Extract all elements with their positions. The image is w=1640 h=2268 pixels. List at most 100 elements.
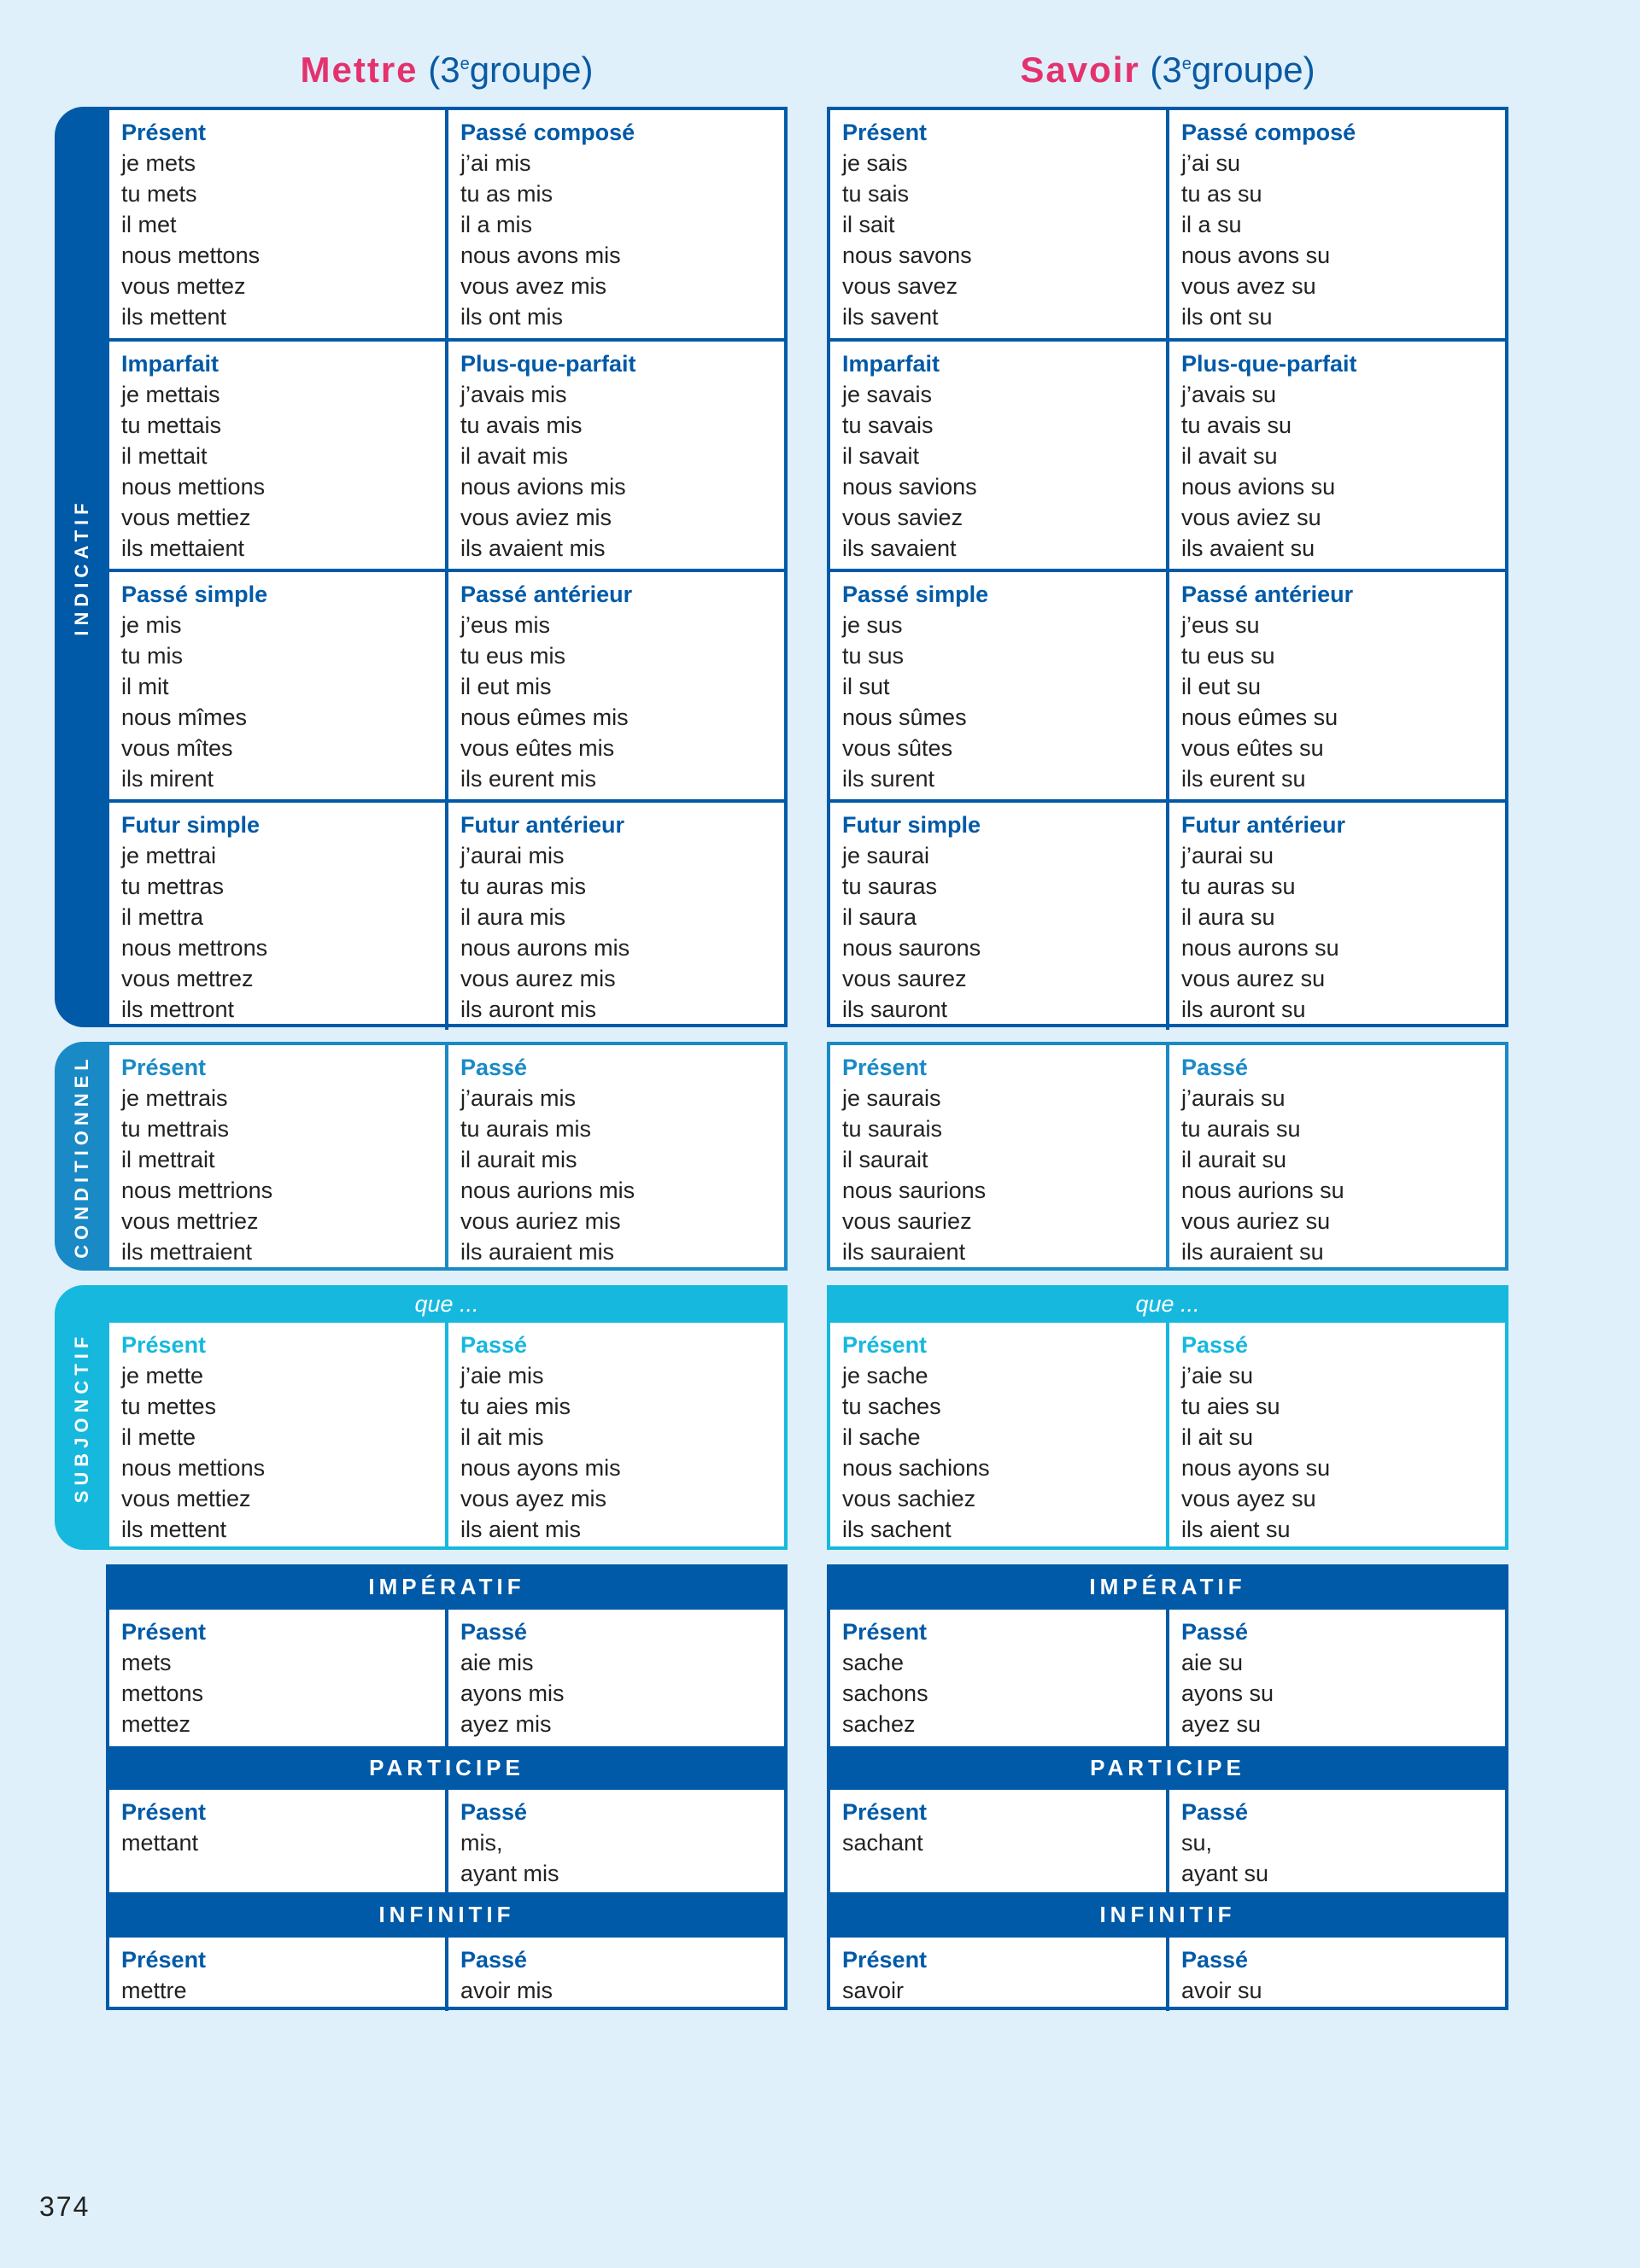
- conjugated-form: ils eurent su: [1181, 766, 1306, 792]
- conjugated-form: sachons: [842, 1681, 928, 1706]
- tense-cell: Passé antérieur j’eus mis tu eus mis il eut…: [445, 572, 784, 799]
- group-sup: e: [460, 55, 470, 73]
- tense-heading: Présent: [842, 1799, 928, 1825]
- tense-heading: Présent: [121, 1055, 207, 1080]
- conjugated-form: mets: [121, 1650, 172, 1675]
- conjugated-form: je mettrai: [121, 843, 217, 868]
- tense-heading: Imparfait: [121, 351, 220, 377]
- conjugated-form: ils avaient mis: [460, 535, 606, 561]
- tense-heading: Futur antérieur: [460, 812, 625, 838]
- conjugated-form: j’aurai mis: [460, 843, 565, 868]
- conjugated-form: sachez: [842, 1711, 916, 1737]
- tense-heading: Passé: [1181, 1055, 1249, 1080]
- conjugated-form: sache: [842, 1650, 905, 1675]
- conjugated-form: vous aurez su: [1181, 966, 1326, 991]
- conjugated-form: il met: [121, 212, 177, 237]
- conjugated-form: vous auriez mis: [460, 1208, 621, 1234]
- conjugated-form: vous sachiez: [842, 1486, 976, 1511]
- conjugated-form: tu aurais mis: [460, 1116, 592, 1142]
- imperatif-participe-infinitif-table: IMPÉRATIF Présent mets mettons mettez Passé ai…: [106, 1564, 788, 2011]
- conjugated-form: tu auras mis: [460, 874, 587, 899]
- conjugated-form: il sut: [842, 674, 890, 699]
- tense-heading: Passé: [460, 1332, 528, 1358]
- tense-heading: Passé: [460, 1055, 528, 1080]
- conjugated-form: vous mettiez: [121, 1486, 251, 1511]
- conjugated-form: j’ai mis: [460, 150, 531, 176]
- tense-heading: Passé: [1181, 1332, 1249, 1358]
- tense-heading: Imparfait: [842, 351, 940, 377]
- conjugated-form: ils mettaient: [121, 535, 245, 561]
- infinitif-header: INFINITIF: [827, 1892, 1508, 1938]
- conjugated-form: ils ont mis: [460, 304, 564, 330]
- conjugated-form: tu aies su: [1181, 1394, 1280, 1419]
- conjugated-form: il sache: [842, 1424, 921, 1450]
- conditionnel-table: Présent je saurais tu saurais il saurait nou…: [827, 1042, 1508, 1271]
- tense-row: Présent je sache tu saches il sache nous sac…: [830, 1323, 1505, 1546]
- conjugated-form: tu saurais: [842, 1116, 943, 1142]
- conjugated-form: ayons su: [1181, 1681, 1274, 1706]
- conjugated-form: j’aie su: [1181, 1363, 1254, 1388]
- tense-row: Imparfait je mettais tu mettais il mettait n…: [109, 338, 784, 569]
- conjugated-form: nous mettons: [121, 243, 261, 268]
- conjugated-form: il aura su: [1181, 904, 1275, 930]
- tense-heading: Présent: [842, 1332, 928, 1358]
- conjugated-form: nous saurons: [842, 935, 981, 961]
- tense-cell: Présent mets mettons mettez: [109, 1610, 445, 1746]
- conjugated-form: ils auront mis: [460, 997, 597, 1022]
- conjugated-form: ils mettront: [121, 997, 235, 1022]
- tense-heading: Présent: [121, 1947, 207, 1973]
- tense-heading: Présent: [121, 1332, 207, 1358]
- tense-row: Présent je mette tu mettes il mette nous met…: [109, 1323, 784, 1546]
- conjugated-form: vous mettez: [121, 273, 246, 299]
- group-close: groupe): [1191, 50, 1315, 90]
- conjugated-form: je mis: [121, 612, 182, 638]
- tense-cell: Passé simple je sus tu sus il sut nous sûmes…: [830, 572, 1166, 799]
- tense-heading: Présent: [121, 120, 207, 145]
- tense-cell: Présent je sache tu saches il sache nous sac…: [830, 1323, 1166, 1546]
- conjugated-form: tu aies mis: [460, 1394, 571, 1419]
- conjugated-form: ils auront su: [1181, 997, 1306, 1022]
- conjugated-form: nous eûmes su: [1181, 704, 1338, 730]
- conjugated-form: nous avions su: [1181, 474, 1336, 500]
- tense-cell: Présent je mettrais tu mettrais il mettrait…: [109, 1045, 445, 1267]
- conjugated-form: tu sauras: [842, 874, 938, 899]
- conjugated-form: vous ayez su: [1181, 1486, 1316, 1511]
- conjugated-form: tu eus su: [1181, 643, 1275, 669]
- tense-row: Futur simple je saurai tu sauras il saura no…: [830, 799, 1505, 1030]
- tense-heading: Passé composé: [460, 120, 636, 145]
- conjugated-form: ils savent: [842, 304, 939, 330]
- conjugated-form: ils auraient su: [1181, 1239, 1324, 1265]
- conjugated-form: nous sachions: [842, 1455, 990, 1481]
- indicatif-table: Présent je mets tu mets il met nous mettons v…: [106, 107, 788, 1030]
- tense-heading: Passé: [460, 1619, 528, 1645]
- conjugated-form: nous aurions su: [1181, 1178, 1344, 1203]
- conjugated-form: j’aurai su: [1181, 843, 1274, 868]
- conjugated-form: je mette: [121, 1363, 204, 1388]
- conjugated-form: vous saviez: [842, 505, 964, 530]
- conjugated-form: ils savaient: [842, 535, 957, 561]
- tense-row: Présent mettant Passé mis, ayant mis: [109, 1790, 784, 1892]
- conjugated-form: mis,: [460, 1830, 503, 1856]
- tense-heading: Futur antérieur: [1181, 812, 1346, 838]
- conjugated-form: ayant su: [1181, 1861, 1269, 1886]
- conjugated-form: je mets: [121, 150, 196, 176]
- conjugated-form: j’aurais mis: [460, 1085, 577, 1111]
- tense-row: Présent mettre Passé avoir mis: [109, 1938, 784, 2011]
- conjugated-form: il ait su: [1181, 1424, 1254, 1450]
- conjugated-form: nous sûmes: [842, 704, 967, 730]
- conjugated-form: tu mis: [121, 643, 184, 669]
- conjugated-form: tu aurais su: [1181, 1116, 1301, 1142]
- conjugated-form: ayez mis: [460, 1711, 552, 1737]
- conjugated-form: j’eus mis: [460, 612, 551, 638]
- participe-header: PARTICIPE: [827, 1746, 1508, 1790]
- tense-cell: Plus-que-parfait j’avais su tu avais su il …: [1166, 342, 1505, 569]
- conjugated-form: vous eûtes mis: [460, 735, 615, 761]
- conjugated-form: tu auras su: [1181, 874, 1296, 899]
- tense-heading: Présent: [121, 1619, 207, 1645]
- conjugated-form: j’aie mis: [460, 1363, 544, 1388]
- participe-header: PARTICIPE: [106, 1746, 788, 1790]
- imperatif-header: IMPÉRATIF: [106, 1564, 788, 1610]
- tense-row: Présent sachant Passé su, ayant su: [830, 1790, 1505, 1892]
- tense-cell: Futur antérieur j’aurai su tu auras su il a…: [1166, 803, 1505, 1030]
- conjugated-form: nous mettrons: [121, 935, 268, 961]
